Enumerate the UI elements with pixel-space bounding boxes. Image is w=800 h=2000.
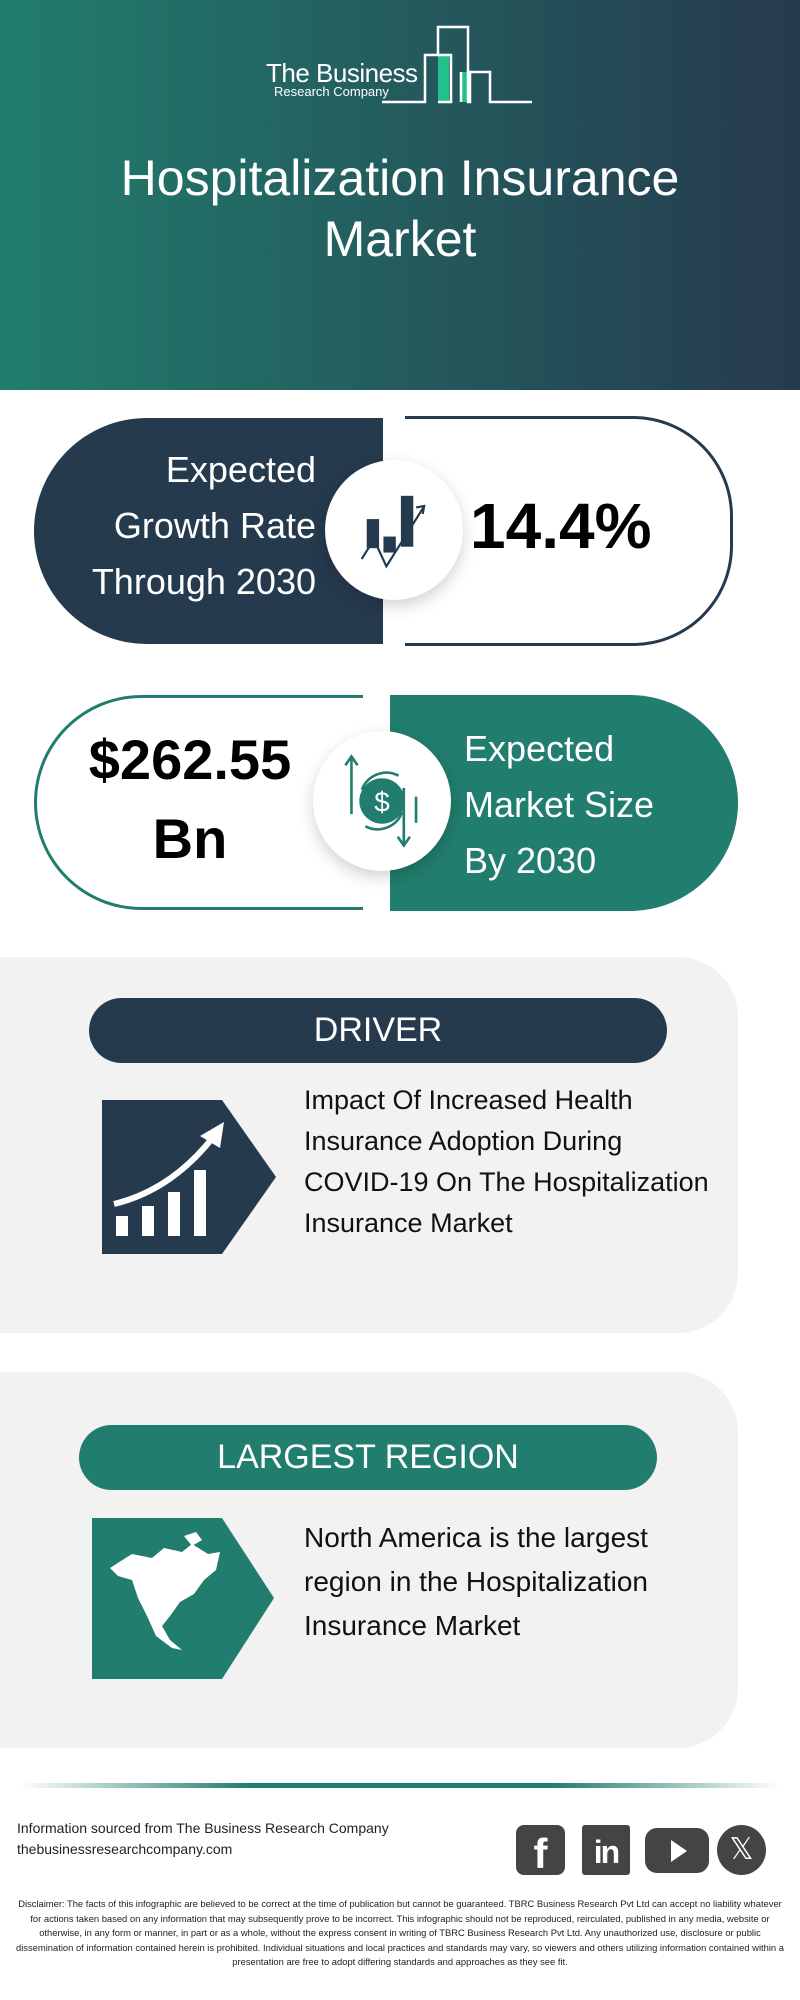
market-size-label: Expected Market Size By 2030 [464, 721, 734, 889]
market-size-amount: $262.55 [88, 728, 292, 791]
disclaimer: Disclaimer: The facts of this infographi… [16, 1898, 784, 1967]
growth-rate-value: 14.4% [470, 490, 652, 562]
market-size-label-line: Expected [464, 728, 615, 769]
svg-text:$: $ [374, 786, 390, 817]
growth-label-panel [34, 418, 383, 644]
youtube-icon[interactable] [645, 1828, 709, 1873]
page-title: Hospitalization Insurance Market [120, 150, 680, 267]
market-size-value: $262.55 Bn [70, 720, 310, 878]
logo-text: The Business [266, 58, 418, 88]
footer-divider [20, 1783, 780, 1788]
source-text: Information sourced from The Business Re… [17, 1820, 389, 1836]
growth-label-line: Through 2030 [91, 561, 316, 602]
region-text: North America is the largest region in t… [304, 1522, 648, 1641]
driver-heading: DRIVER [89, 998, 667, 1063]
growth-icon-circle [325, 460, 463, 600]
logo-buildings-icon [382, 25, 532, 104]
market-size-unit: Bn [152, 807, 228, 870]
linkedin-icon[interactable]: in [582, 1825, 630, 1875]
x-icon[interactable]: 𝕏 [717, 1825, 766, 1875]
growth-chart-icon [360, 495, 426, 569]
facebook-icon[interactable]: f [516, 1825, 565, 1877]
driver-text: Impact Of Increased Health Insurance Ado… [304, 1085, 709, 1238]
website-link[interactable]: thebusinessresearchcompany.com [17, 1841, 233, 1857]
dollar-exchange-icon: $ [344, 754, 418, 848]
growth-value-panel [405, 416, 733, 646]
rising-bars-icon [102, 1100, 276, 1254]
market-icon-circle: $ [313, 731, 451, 871]
north-america-map-icon [92, 1518, 274, 1679]
region-heading: LARGEST REGION [79, 1425, 657, 1490]
market-size-label-line: By 2030 [464, 840, 597, 881]
market-size-value-panel [34, 695, 363, 910]
company-logo: The Business Research Company [0, 0, 800, 120]
logo-subtext: Research Company [274, 84, 389, 99]
growth-label: Expected Growth Rate Through 2030 [40, 442, 316, 610]
source-info: Information sourced from The Business Re… [17, 1818, 389, 1860]
market-size-label-line: Market Size [464, 784, 655, 825]
growth-label-line: Expected [165, 449, 316, 490]
header-banner: The Business Research Company Hospitaliz… [0, 0, 800, 390]
growth-label-line: Growth Rate [113, 505, 316, 546]
